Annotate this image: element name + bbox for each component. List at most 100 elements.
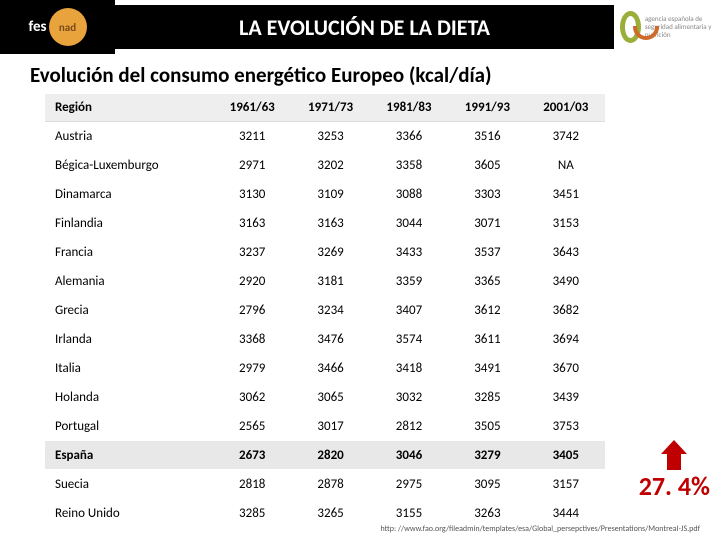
up-arrow-icon	[661, 440, 687, 470]
table-row: Holanda30623065303232853439	[45, 383, 605, 412]
table-cell: 3407	[370, 296, 448, 325]
table-cell: 3032	[370, 383, 448, 412]
table-cell: 3753	[527, 412, 605, 441]
aesan-ring-icon	[620, 11, 641, 43]
table-cell: Finlandia	[45, 209, 213, 238]
table-row: Finlandia31633163304430713153	[45, 209, 605, 238]
table-cell: Suecia	[45, 470, 213, 499]
table-cell: 3095	[448, 470, 526, 499]
table-cell: España	[45, 441, 213, 470]
table-cell: Grecia	[45, 296, 213, 325]
table-cell: 2878	[291, 470, 369, 499]
table-cell: 3505	[448, 412, 526, 441]
table-cell: 3368	[213, 325, 291, 354]
logo-text-fes: fes	[28, 18, 46, 36]
table-cell: Dinamarca	[45, 180, 213, 209]
table-cell: 3490	[527, 267, 605, 296]
table-body: Austria32113253336635163742Bégica-Luxemb…	[45, 122, 605, 528]
table-cell: NA	[527, 151, 605, 180]
table-cell: 3605	[448, 151, 526, 180]
table-cell: Alemania	[45, 267, 213, 296]
table-cell: 3433	[370, 238, 448, 267]
table-cell: 3279	[448, 441, 526, 470]
table-cell: 3358	[370, 151, 448, 180]
table-cell: 2979	[213, 354, 291, 383]
table-cell: 3071	[448, 209, 526, 238]
table-row: España26732820304632793405	[45, 441, 605, 470]
table-cell: Francia	[45, 238, 213, 267]
table-cell: Austria	[45, 122, 213, 151]
table-cell: 3017	[291, 412, 369, 441]
table-cell: 3265	[291, 499, 369, 528]
table-cell: 3202	[291, 151, 369, 180]
table-cell: 3476	[291, 325, 369, 354]
table-row: Alemania29203181335933653490	[45, 267, 605, 296]
table-cell: Bégica-Luxemburgo	[45, 151, 213, 180]
logo-aesan: agencia española de seguridad alimentari…	[614, 0, 720, 54]
table-cell: 3253	[291, 122, 369, 151]
table-cell: Irlanda	[45, 325, 213, 354]
table-cell: 3130	[213, 180, 291, 209]
col-header: 2001/03	[527, 94, 605, 122]
table-cell: Italia	[45, 354, 213, 383]
col-header: 1971/73	[291, 94, 369, 122]
table-cell: Holanda	[45, 383, 213, 412]
table-row: Bégica-Luxemburgo2971320233583605NA	[45, 151, 605, 180]
table-cell: 3694	[527, 325, 605, 354]
table-row: Francia32373269343335373643	[45, 238, 605, 267]
table-row: Irlanda33683476357436113694	[45, 325, 605, 354]
table-cell: 3682	[527, 296, 605, 325]
table-cell: 3451	[527, 180, 605, 209]
table-row: Suecia28182878297530953157	[45, 470, 605, 499]
table-cell: 3062	[213, 383, 291, 412]
data-table-wrap: Región1961/631971/731981/831991/932001/0…	[45, 94, 605, 528]
table-cell: 2975	[370, 470, 448, 499]
col-header: 1981/83	[370, 94, 448, 122]
table-cell: 2796	[213, 296, 291, 325]
percent-value: 27. 4%	[639, 470, 710, 502]
table-cell: 3574	[370, 325, 448, 354]
title-bar: fesnad LA EVOLUCIÓN DE LA DIETA agencia …	[0, 0, 720, 54]
table-cell: 3405	[527, 441, 605, 470]
table-cell: 3359	[370, 267, 448, 296]
table-row: Italia29793466341834913670	[45, 354, 605, 383]
logo-circle-nad: nad	[49, 8, 87, 46]
table-cell: Reino Unido	[45, 499, 213, 528]
table-cell: 3643	[527, 238, 605, 267]
table-cell: 3303	[448, 180, 526, 209]
table-cell: 3285	[448, 383, 526, 412]
table-cell: 3153	[527, 209, 605, 238]
table-row: Grecia27963234340736123682	[45, 296, 605, 325]
col-header: 1991/93	[448, 94, 526, 122]
logo-fesnad: fesnad	[0, 0, 115, 54]
table-cell: 3237	[213, 238, 291, 267]
table-cell: 3670	[527, 354, 605, 383]
table-cell: 2673	[213, 441, 291, 470]
table-cell: 3439	[527, 383, 605, 412]
table-row: Dinamarca31303109308833033451	[45, 180, 605, 209]
table-cell: 3365	[448, 267, 526, 296]
table-cell: 3537	[448, 238, 526, 267]
source-citation: http: //www.fao.org/fileadmin/templates/…	[381, 524, 700, 534]
table-cell: 3109	[291, 180, 369, 209]
table-cell: 3491	[448, 354, 526, 383]
table-cell: 3366	[370, 122, 448, 151]
table-cell: 3269	[291, 238, 369, 267]
table-cell: 2812	[370, 412, 448, 441]
table-cell: Portugal	[45, 412, 213, 441]
table-cell: 3234	[291, 296, 369, 325]
table-cell: 3157	[527, 470, 605, 499]
percent-callout: 27. 4%	[639, 440, 710, 502]
table-cell: 3044	[370, 209, 448, 238]
table-cell: 3088	[370, 180, 448, 209]
table-row: Portugal25653017281235053753	[45, 412, 605, 441]
table-cell: 3466	[291, 354, 369, 383]
table-cell: 2971	[213, 151, 291, 180]
table-cell: 3611	[448, 325, 526, 354]
table-header: Región1961/631971/731981/831991/932001/0…	[45, 94, 605, 122]
table-row: Austria32113253336635163742	[45, 122, 605, 151]
table-cell: 3418	[370, 354, 448, 383]
table-cell: 3211	[213, 122, 291, 151]
slide-title: LA EVOLUCIÓN DE LA DIETA	[115, 5, 614, 49]
table-cell: 2818	[213, 470, 291, 499]
